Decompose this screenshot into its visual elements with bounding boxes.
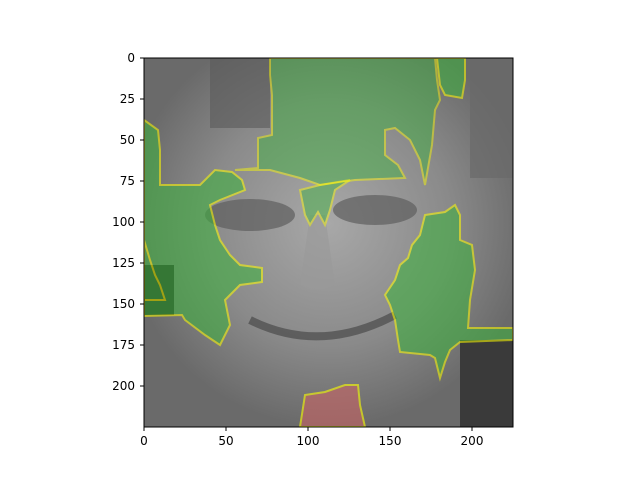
y-axis: 0 25 50 75 100 125 150 175 200 <box>112 51 144 393</box>
x-tick-label: 50 <box>218 434 233 448</box>
x-axis: 0 50 100 150 200 <box>140 427 483 448</box>
region-top-right <box>435 58 466 100</box>
y-tick-label: 125 <box>112 256 135 270</box>
x-tick-label: 200 <box>461 434 484 448</box>
y-tick-label: 200 <box>112 379 135 393</box>
x-tick-label: 100 <box>297 434 320 448</box>
y-tick-label: 175 <box>112 338 135 352</box>
y-tick-label: 75 <box>120 174 135 188</box>
y-tick-label: 150 <box>112 297 135 311</box>
y-tick-label: 50 <box>120 133 135 147</box>
y-tick-label: 0 <box>127 51 135 65</box>
y-tick-label: 25 <box>120 92 135 106</box>
axes-frame <box>143 57 514 428</box>
y-tick-label: 100 <box>112 215 135 229</box>
region-top-center <box>234 58 442 187</box>
x-tick-label: 150 <box>379 434 402 448</box>
positive-regions <box>144 58 513 382</box>
x-tick-label: 0 <box>140 434 148 448</box>
region-left-cheek <box>144 118 263 347</box>
region-right-cheek <box>383 203 513 382</box>
negative-regions <box>298 384 367 427</box>
region-chin <box>298 384 367 427</box>
region-brow-gap <box>298 179 351 228</box>
